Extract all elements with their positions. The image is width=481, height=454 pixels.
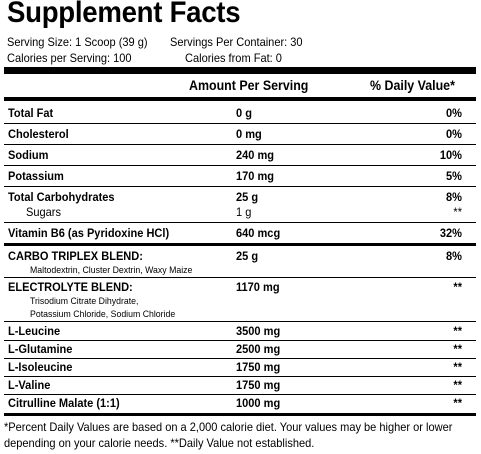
nutrient-name: Vitamin B6 (as Pyridoxine HCl) [8, 226, 170, 240]
blend-ingredients: Potassium Chloride, Sodium Chloride [30, 309, 176, 320]
nutrient-amount: 25 g [236, 249, 259, 263]
nutrient-daily-value: 0% [446, 106, 462, 120]
nutrient-name: Sugars [26, 205, 61, 219]
footnote-line-2: depending on your calorie needs. **Daily… [4, 436, 315, 450]
nutrient-name: ELECTROLYTE BLEND: [8, 280, 133, 294]
nutrient-daily-value: 8% [446, 190, 462, 204]
row-divider [4, 376, 476, 377]
nutrient-name: Cholesterol [8, 127, 69, 141]
blend-ingredients: Trisodium Citrate Dihydrate, [30, 296, 139, 307]
nutrient-daily-value: 0% [446, 127, 462, 141]
panel-title: Supplement Facts [7, 0, 241, 29]
row-divider [4, 321, 476, 322]
nutrient-daily-value: 5% [446, 169, 462, 183]
nutrient-daily-value: 10% [439, 148, 462, 162]
thick-divider [4, 413, 476, 416]
nutrient-daily-value: ** [453, 378, 462, 392]
row-divider [4, 222, 476, 223]
serving-size: Serving Size: 1 Scoop (39 g) [7, 35, 148, 49]
nutrient-daily-value: 32% [439, 226, 462, 240]
nutrient-amount: 1750 mg [236, 360, 281, 374]
nutrient-name: CARBO TRIPLEX BLEND: [8, 249, 143, 263]
thick-divider [4, 243, 476, 246]
nutrient-amount: 1750 mg [236, 378, 281, 392]
nutrient-daily-value: ** [453, 324, 462, 338]
nutrient-name: Total Fat [8, 106, 54, 120]
nutrient-daily-value: ** [453, 205, 462, 219]
nutrient-daily-value: 8% [446, 249, 462, 263]
nutrient-name: L-Leucine [8, 324, 61, 338]
nutrient-amount: 3500 mg [236, 324, 281, 338]
nutrient-amount: 170 mg [236, 169, 275, 183]
calories-per-serving: Calories per Serving: 100 [7, 51, 132, 65]
row-divider [4, 186, 476, 187]
row-divider [4, 123, 476, 124]
nutrient-name: L-Glutamine [8, 342, 73, 356]
amount-per-serving-header: Amount Per Serving [189, 78, 309, 93]
nutrient-name: Sodium [8, 148, 49, 162]
row-divider [4, 340, 476, 341]
row-divider [4, 277, 476, 278]
thick-divider [4, 67, 476, 74]
nutrient-amount: 640 mcg [236, 226, 281, 240]
row-divider [4, 394, 476, 395]
nutrient-amount: 1 g [236, 205, 252, 219]
nutrient-daily-value: ** [453, 396, 462, 410]
nutrient-amount: 25 g [236, 190, 259, 204]
nutrient-daily-value: ** [453, 280, 462, 294]
nutrient-name: Potassium [8, 169, 64, 183]
daily-value-header: % Daily Value* [370, 78, 455, 93]
row-divider [4, 144, 476, 145]
nutrient-amount: 2500 mg [236, 342, 281, 356]
nutrient-daily-value: ** [453, 360, 462, 374]
nutrient-name: Citrulline Malate (1:1) [8, 396, 120, 410]
servings-per-container: Servings Per Container: 30 [170, 35, 303, 49]
nutrient-amount: 1000 mg [236, 396, 281, 410]
row-divider [4, 165, 476, 166]
nutrient-name: L-Valine [8, 378, 51, 392]
blend-ingredients: Maltodextrin, Cluster Dextrin, Waxy Maiz… [30, 265, 193, 276]
nutrient-name: Total Carbohydrates [8, 190, 115, 204]
calories-from-fat: Calories from Fat: 0 [185, 51, 282, 65]
footnote-line-1: *Percent Daily Values are based on a 2,0… [4, 420, 453, 434]
thick-divider [4, 97, 476, 101]
nutrient-daily-value: ** [453, 342, 462, 356]
nutrient-amount: 0 g [236, 106, 252, 120]
row-divider [4, 358, 476, 359]
nutrient-amount: 240 mg [236, 148, 275, 162]
nutrient-amount: 0 mg [236, 127, 262, 141]
nutrient-name: L-Isoleucine [8, 360, 73, 374]
nutrient-amount: 1170 mg [236, 280, 280, 294]
